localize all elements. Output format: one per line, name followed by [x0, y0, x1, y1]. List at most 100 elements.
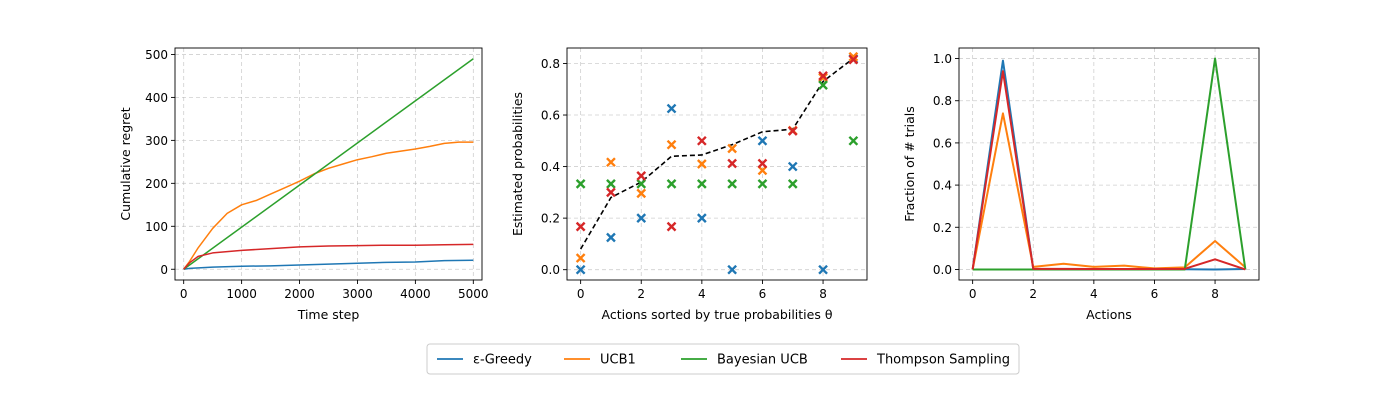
point-stroke	[636, 179, 647, 189]
point-ucb1	[818, 72, 828, 83]
point-stroke	[818, 70, 828, 81]
point-stroke	[696, 135, 707, 146]
point-stroke	[666, 221, 677, 232]
point-ucb1	[575, 253, 586, 263]
point-bayesian-ucb	[575, 179, 586, 189]
x-tick-label: 0	[180, 287, 188, 301]
point-stroke	[727, 143, 738, 154]
y-tick-label: 0.4	[541, 160, 560, 174]
point-bayesian-ucb	[606, 179, 616, 189]
true-probability-line	[579, 57, 854, 250]
point-stroke	[696, 159, 707, 169]
point-bayesian-ucb	[848, 135, 859, 146]
line-ucb1	[971, 112, 1247, 270]
point-thompson-sampling	[636, 171, 647, 181]
point-stroke	[575, 264, 586, 275]
y-axis-label: Fraction of # trials	[902, 106, 917, 222]
y-tick-label: 0.0	[933, 263, 952, 277]
point-bayesian-ucb	[787, 179, 798, 189]
legend-frame	[426, 343, 1020, 375]
point-thompson-sampling	[848, 54, 859, 65]
plot-area	[575, 51, 859, 275]
point-greedy	[666, 103, 677, 114]
x-tick-label: 4000	[400, 287, 431, 301]
y-tick-label: 0.2	[933, 221, 952, 235]
point-stroke	[606, 157, 616, 168]
point-greedy	[818, 264, 828, 275]
line-greedy	[183, 259, 474, 271]
point-thompson-sampling	[818, 70, 828, 81]
point-greedy	[787, 161, 798, 172]
y-tick-label: 300	[145, 134, 168, 148]
y-tick-label: 0.6	[541, 109, 560, 123]
x-tick-label: 5000	[458, 287, 489, 301]
y-tick-label: 0	[160, 263, 168, 277]
point-stroke	[848, 51, 859, 62]
axes-frame	[958, 47, 1260, 281]
point-stroke	[636, 171, 647, 181]
y-tick-label: 0.8	[933, 94, 952, 108]
point-greedy	[575, 264, 586, 275]
y-tick-label: 100	[145, 220, 168, 234]
x-tick-label: 4	[1090, 287, 1098, 301]
point-bayesian-ucb	[636, 179, 647, 189]
line-thompson-sampling	[971, 70, 1246, 271]
point-greedy	[757, 135, 768, 146]
point-ucb1	[666, 139, 677, 150]
point-greedy	[727, 264, 738, 275]
point-greedy	[636, 213, 647, 223]
point-stroke	[696, 179, 707, 189]
point-ucb1	[606, 157, 616, 168]
point-stroke	[818, 264, 828, 275]
point-stroke	[757, 179, 768, 189]
point-bayesian-ucb	[818, 80, 828, 90]
point-stroke	[636, 188, 647, 199]
x-tick-label: 2	[637, 287, 645, 301]
point-thompson-sampling	[727, 158, 738, 169]
point-stroke	[848, 135, 859, 146]
regret-plot: 0 1000 2000 3000 4000 5000 0 100 200 300 400 500 Tim…	[118, 47, 489, 322]
action-fraction-plot: 0 2 4 6 8 0.0 0.2 0.4 0.6 0.8 1.0 Actions Fraction o…	[902, 47, 1260, 322]
point-stroke	[636, 213, 647, 223]
point-stroke	[575, 179, 586, 189]
plot-area	[971, 57, 1247, 271]
point-bayesian-ucb	[757, 179, 768, 189]
x-tick-label: 8	[819, 287, 827, 301]
y-axis-label: Estimated probabilities	[510, 92, 525, 236]
point-ucb1	[636, 188, 647, 199]
y-tick-label: 400	[145, 91, 168, 105]
point-ucb1	[727, 143, 738, 154]
y-axis-label: Cumulative regret	[118, 107, 133, 220]
x-tick-label: 3000	[342, 287, 373, 301]
line-ucb1	[183, 141, 474, 270]
point-stroke	[787, 179, 798, 189]
axes-frame	[566, 47, 868, 281]
point-stroke	[575, 253, 586, 263]
point-bayesian-ucb	[666, 179, 677, 189]
point-stroke	[787, 161, 798, 172]
estimated-probabilities-plot: 0 2 4 6 8 0.0 0.2 0.4 0.6 0.8 Actions sorted by tr…	[510, 47, 868, 322]
point-ucb1	[848, 51, 859, 62]
y-tick-label: 1.0	[933, 52, 952, 66]
legend-label-greedy: ε-Greedy	[473, 353, 532, 368]
x-tick-label: 6	[1151, 287, 1159, 301]
point-stroke	[727, 264, 738, 275]
point-stroke	[696, 213, 707, 223]
y-tick-label: 0.2	[541, 212, 560, 226]
point-stroke	[818, 80, 828, 90]
legend-label-bayesian-ucb: Bayesian UCB	[717, 353, 808, 368]
x-tick-label: 2000	[284, 287, 315, 301]
point-stroke	[606, 232, 616, 243]
point-stroke	[666, 179, 677, 189]
line-thompson-sampling	[183, 243, 474, 270]
y-tick-label: 0.6	[933, 136, 952, 150]
x-axis-label: Time step	[297, 307, 360, 322]
point-bayesian-ucb	[727, 179, 738, 189]
y-tick-label: 500	[145, 48, 168, 62]
x-axis-label: Actions	[1086, 307, 1132, 322]
point-stroke	[757, 158, 768, 169]
point-stroke	[848, 54, 859, 65]
y-tick-label: 0.4	[933, 179, 952, 193]
